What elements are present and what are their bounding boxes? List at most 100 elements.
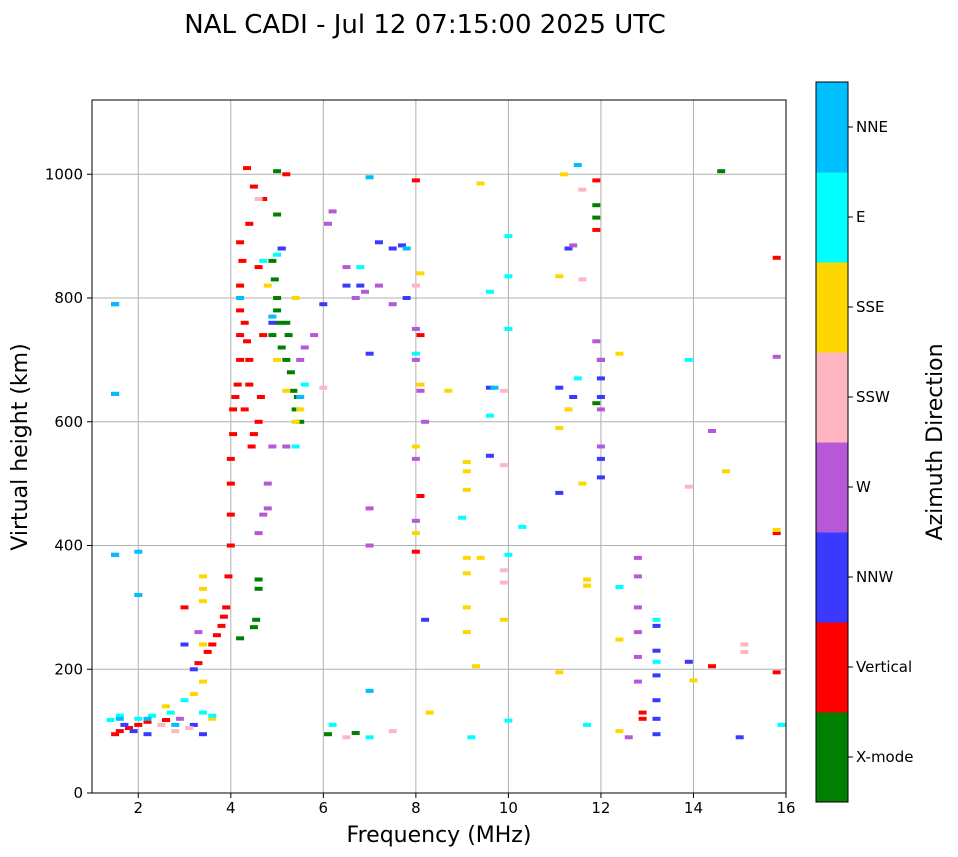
echo-point-vertical (238, 258, 247, 263)
colorbar-tick-label: E (856, 208, 865, 226)
echo-point-nnw (485, 385, 494, 390)
colorbar-frame (815, 81, 849, 803)
echo-point-e (148, 713, 157, 718)
echo-point-sse (263, 283, 272, 288)
echo-point-x-mode (592, 401, 601, 406)
echo-point-x-mode (254, 586, 263, 591)
echo-point-vertical (259, 333, 268, 338)
y-tick-label: 200 (54, 660, 83, 678)
colorbar-tick-label: SSW (856, 388, 890, 406)
echo-point-x-mode (717, 169, 726, 174)
echo-point-w (259, 512, 268, 517)
echo-point-x-mode (282, 357, 291, 362)
echo-point-nnw (652, 623, 661, 628)
echo-point-sse (476, 181, 485, 186)
echo-point-x-mode (291, 407, 300, 412)
echo-point-nnw (199, 732, 207, 737)
echo-point-nnw (402, 296, 411, 300)
colorbar-tick-label: Vertical (856, 658, 912, 676)
echo-point-sse (462, 605, 471, 610)
echo-point-e (134, 716, 143, 721)
echo-point-x-mode (268, 258, 277, 263)
echo-point-ssw (499, 463, 508, 468)
echo-point-sse (559, 172, 568, 177)
echo-point-ssw (499, 580, 508, 585)
echo-point-vertical (236, 308, 245, 313)
y-tick-label: 0 (73, 784, 83, 802)
echo-point-e (652, 659, 661, 664)
y-tick-label: 400 (54, 537, 83, 555)
colorbar-swatch-sse (816, 262, 848, 353)
echo-point-w (365, 543, 374, 548)
echo-point-vertical (236, 240, 245, 245)
echo-point-e (411, 351, 420, 356)
echo-point-w (324, 221, 332, 226)
echo-point-ssw (578, 187, 587, 192)
echo-point-sse (199, 586, 207, 591)
echo-point-vertical (245, 357, 254, 362)
echo-point-x-mode (273, 212, 282, 217)
echo-point-w (633, 555, 642, 560)
echo-point-nnw (180, 642, 189, 647)
echo-point-x-mode (282, 320, 291, 325)
echo-point-nnw (120, 722, 129, 727)
echo-point-x-mode (277, 345, 286, 350)
x-tick-label: 12 (591, 799, 610, 817)
echo-point-sse (615, 637, 624, 642)
echo-point-nnw (596, 475, 605, 480)
echo-point-sse (564, 407, 573, 412)
x-tick-label: 10 (499, 799, 518, 817)
echo-point-sse (199, 574, 207, 579)
echo-point-vertical (254, 265, 263, 270)
echo-point-vertical (222, 605, 231, 610)
colorbar: X-mode Vertical NNW W SSW SSE E NNE (815, 81, 913, 803)
echo-point-vertical (245, 221, 254, 226)
echo-point-nnw (189, 722, 198, 727)
echo-point-x-mode (592, 215, 601, 220)
echo-point-vertical (233, 382, 242, 387)
grid-lines (92, 100, 787, 793)
echo-point-w (328, 209, 337, 214)
echo-point-e (273, 252, 282, 257)
echo-point-e (467, 735, 476, 740)
echo-point-w (194, 630, 203, 635)
echo-point-ssw (185, 726, 194, 730)
echo-point-sse (499, 617, 508, 622)
echo-point-sse (291, 419, 300, 424)
echo-point-e (356, 265, 365, 270)
echo-point-vertical (217, 623, 226, 628)
echo-point-w (411, 518, 420, 523)
echo-point-x-mode (249, 625, 258, 630)
echo-point-x-mode (270, 277, 279, 282)
echo-point-nnw (388, 246, 397, 251)
axis-ticks: 2 4 6 8 10 12 14 16 0 200 400 600 800 1000 (45, 165, 796, 817)
echo-point-nnw (356, 283, 365, 288)
echo-point-sse (689, 678, 698, 683)
echo-point-vertical (411, 549, 420, 554)
colorbar-swatch-e (816, 172, 848, 263)
echo-point-sse (162, 704, 170, 709)
echo-point-sse (583, 577, 592, 582)
echo-point-vertical (180, 605, 189, 610)
echo-point-nnw (143, 732, 152, 737)
echo-point-e (115, 713, 124, 718)
echo-point-e (199, 710, 207, 715)
echo-point-vertical (236, 333, 245, 338)
echo-point-nne (111, 552, 120, 557)
echo-point-vertical (115, 729, 124, 734)
colorbar-tick-label: SSE (856, 298, 885, 316)
echo-point-ssw (499, 388, 508, 393)
echo-point-w (351, 296, 360, 300)
echo-point-nne (115, 716, 124, 721)
echo-point-nnw (569, 395, 578, 399)
echo-point-w (310, 333, 319, 338)
echo-point-w (592, 339, 601, 344)
echo-point-x-mode (273, 296, 282, 300)
echo-point-nne (134, 549, 143, 554)
echo-point-vertical (249, 432, 258, 437)
echo-point-nnw (555, 385, 564, 390)
echo-point-e (180, 698, 189, 703)
echo-point-sse (296, 407, 305, 412)
echo-point-w (300, 345, 309, 350)
echo-point-vertical (708, 664, 716, 669)
